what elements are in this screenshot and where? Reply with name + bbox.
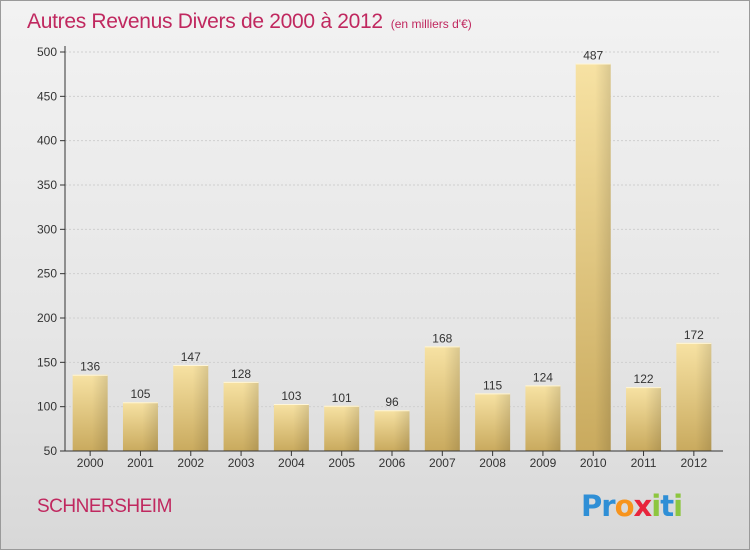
- y-tick-label: 250: [37, 267, 57, 281]
- bar-shade: [444, 346, 460, 451]
- data-label: 122: [634, 372, 654, 386]
- axes-layer: 50 100 150 200 250 300 350 400 450 500 2000 2001 200…: [37, 45, 723, 470]
- x-tick-label: 2010: [580, 456, 607, 470]
- x-tick-label: 2011: [631, 456, 657, 470]
- data-label: 168: [432, 331, 452, 345]
- bar-shade: [695, 342, 712, 451]
- bar-shade: [142, 402, 158, 451]
- x-tick-label: 2003: [228, 456, 255, 470]
- bar-shade: [594, 63, 611, 451]
- x-tick-label: 2001: [127, 456, 154, 470]
- y-tick-label: 100: [37, 400, 57, 414]
- data-label: 128: [231, 367, 251, 381]
- x-tick-label: 2002: [177, 456, 204, 470]
- logo-letter: o: [614, 489, 635, 523]
- data-label: 136: [80, 360, 100, 374]
- bar-shade: [645, 387, 662, 451]
- bar-shade: [544, 385, 561, 451]
- data-label: 103: [281, 389, 301, 403]
- bar-shade: [91, 374, 108, 451]
- title-text: Autres Revenus Divers de 2000 à 2012: [27, 10, 383, 33]
- data-label: 105: [130, 387, 150, 401]
- y-tick-label: 400: [37, 134, 57, 148]
- commune-name: SCHNERSHEIM: [37, 496, 172, 517]
- logo-letter: r: [601, 489, 615, 523]
- y-tick-label: 350: [37, 178, 57, 192]
- x-tick-label: 2007: [429, 456, 456, 470]
- bar-shade: [494, 393, 511, 451]
- data-label: 124: [533, 370, 553, 384]
- x-tick-label: 2005: [328, 456, 355, 470]
- bar-shade: [242, 381, 259, 451]
- bar-shade: [343, 405, 360, 451]
- proxiti-logo: Proxiti: [581, 489, 683, 523]
- y-tick-label: 450: [37, 89, 57, 103]
- data-label: 147: [181, 350, 201, 364]
- x-tick-label: 2004: [278, 456, 305, 470]
- y-tick-label: 500: [37, 45, 57, 59]
- bar-shade: [393, 410, 410, 451]
- y-tick-label: 200: [37, 311, 57, 325]
- logo-letter: x: [633, 489, 653, 523]
- x-tick-label: 2006: [379, 456, 406, 470]
- data-label: 487: [583, 49, 603, 63]
- data-label: 96: [385, 395, 399, 409]
- x-tick-label: 2009: [530, 456, 557, 470]
- logo-letter: i: [651, 489, 661, 523]
- grid-layer: [65, 51, 719, 408]
- y-tick-label: 50: [44, 444, 58, 458]
- x-tick-label: 2012: [680, 456, 707, 470]
- bar-shade: [293, 404, 309, 451]
- bars-layer: 136 105 147 128 103 101 96 168 115 124 487 122 172: [72, 49, 712, 451]
- x-tick-label: 2000: [77, 456, 104, 470]
- y-tick-label: 150: [37, 355, 57, 369]
- chart-title: Autres Revenus Divers de 2000 à 2012 (en …: [27, 10, 472, 34]
- logo-letter: P: [581, 489, 602, 523]
- data-label: 101: [332, 391, 352, 405]
- subtitle-text: (en milliers d'€): [390, 17, 472, 31]
- logo-letter: i: [673, 489, 683, 523]
- data-label: 172: [684, 328, 704, 342]
- logo-letter: t: [660, 489, 674, 523]
- bar-shade: [192, 364, 209, 451]
- y-tick-label: 300: [37, 222, 57, 236]
- x-tick-label: 2008: [479, 456, 506, 470]
- data-label: 115: [483, 378, 502, 392]
